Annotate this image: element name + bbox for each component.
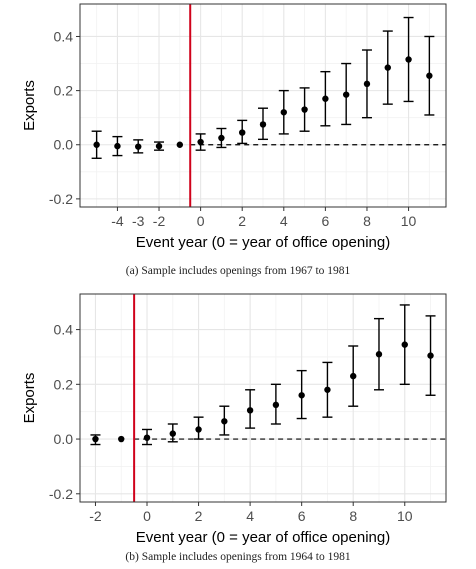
x-tick-label: 0 xyxy=(197,213,205,229)
data-point xyxy=(239,129,246,136)
data-point xyxy=(176,141,184,148)
chart-b-caption: (b) Sample includes openings from 1964 t… xyxy=(125,551,351,563)
x-tick-label: 2 xyxy=(238,213,246,229)
plot-border xyxy=(79,3,447,208)
data-point xyxy=(298,392,305,399)
data-point xyxy=(301,106,308,113)
chart-a-caption: (a) Sample includes openings from 1967 t… xyxy=(125,265,351,277)
plot-border xyxy=(79,293,447,503)
y-tick-label: 0.4 xyxy=(54,28,74,44)
data-point xyxy=(218,134,225,142)
x-tick-label: -2 xyxy=(153,213,166,229)
y-axis-title: Exports xyxy=(21,80,38,131)
data-point xyxy=(426,72,433,79)
data-point xyxy=(401,341,408,348)
y-tick-label: 0.0 xyxy=(54,431,74,447)
data-point xyxy=(197,138,204,146)
y-tick-label: 0.2 xyxy=(54,376,74,392)
data-point xyxy=(384,64,391,71)
x-tick-label: 4 xyxy=(246,508,254,524)
x-axis-title: Event year (0 = year of office opening) xyxy=(136,234,390,251)
data-point xyxy=(280,109,287,116)
y-tick-label: -0.2 xyxy=(49,486,73,502)
chart-panel-b: -0.2 0.0 0.2 0.4 -2 0 2 4 6 8 10 Event year (0 = ye… xyxy=(0,288,476,569)
chart-a-svg: -0.2 0.0 0.2 0.4 -4 -3 -2 0 2 4 6 8 10 Event year (0 … xyxy=(21,3,447,251)
data-point xyxy=(363,80,371,88)
x-tick-label: 6 xyxy=(321,213,329,229)
data-point xyxy=(350,372,357,380)
x-tick-label: -4 xyxy=(111,213,124,229)
data-point xyxy=(272,401,280,409)
y-tick-label: 0.0 xyxy=(54,137,74,153)
data-point xyxy=(118,435,125,443)
data-point xyxy=(135,143,142,150)
x-tick-label: -2 xyxy=(89,508,102,524)
x-tick-label: 10 xyxy=(401,213,417,229)
data-point xyxy=(221,418,228,425)
data-point xyxy=(322,95,329,102)
x-tick-label: 4 xyxy=(280,213,288,229)
data-point xyxy=(143,434,151,441)
y-tick-label: 0.4 xyxy=(54,322,74,338)
data-point xyxy=(93,141,100,148)
data-point xyxy=(114,142,121,150)
y-tick-label: 0.2 xyxy=(54,83,74,99)
x-tick-label: 8 xyxy=(349,508,357,524)
chart-panel-a: -0.2 0.0 0.2 0.4 -4 -3 -2 0 2 4 6 8 10 Event year (0 … xyxy=(0,0,476,277)
x-tick-label: -3 xyxy=(132,213,145,229)
data-point xyxy=(155,142,163,150)
data-point xyxy=(92,435,99,443)
x-tick-label: 10 xyxy=(397,508,413,524)
data-point xyxy=(246,407,254,414)
data-point xyxy=(342,91,350,98)
y-tick-label: -0.2 xyxy=(49,191,73,207)
data-point xyxy=(169,430,176,437)
x-tick-label: 6 xyxy=(298,508,306,524)
data-point xyxy=(324,386,331,393)
x-axis-title: Event year (0 = year of office opening) xyxy=(136,529,390,546)
x-tick-label: 2 xyxy=(195,508,203,524)
chart-b-svg: -0.2 0.0 0.2 0.4 -2 0 2 4 6 8 10 Event year (0 = ye… xyxy=(21,293,447,546)
y-axis-title: Exports xyxy=(21,373,38,424)
x-tick-label: 0 xyxy=(143,508,151,524)
data-point xyxy=(405,56,412,63)
data-point xyxy=(195,426,202,433)
x-tick-label: 8 xyxy=(363,213,371,229)
data-point xyxy=(259,121,267,128)
data-point xyxy=(375,351,383,358)
data-point xyxy=(427,352,434,359)
